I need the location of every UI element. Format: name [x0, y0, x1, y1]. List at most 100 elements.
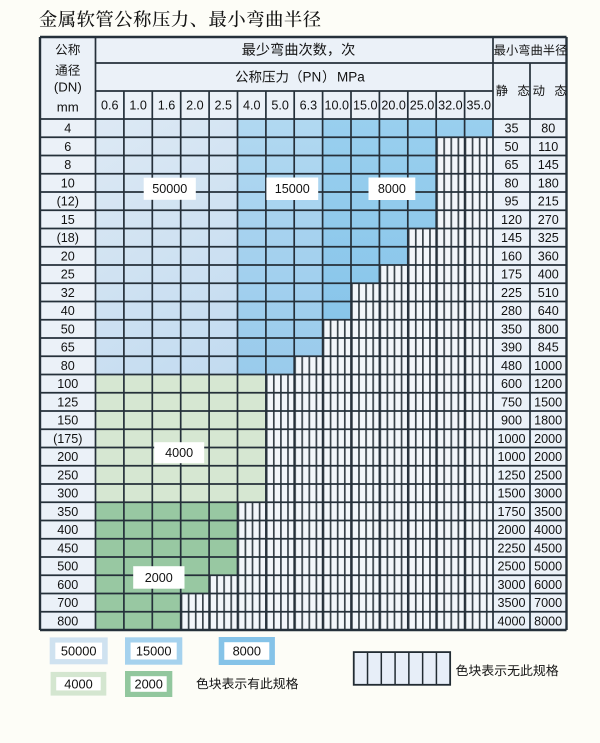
svg-text:50000: 50000	[61, 643, 97, 658]
svg-text:110: 110	[538, 140, 558, 154]
svg-text:2000: 2000	[497, 523, 525, 537]
svg-text:845: 845	[538, 341, 559, 355]
svg-text:25.0: 25.0	[410, 99, 435, 113]
svg-text:mm: mm	[57, 100, 79, 115]
svg-text:MPa: MPa	[337, 69, 365, 84]
svg-text:100: 100	[57, 377, 78, 391]
svg-text:125: 125	[57, 396, 78, 410]
svg-text:8000: 8000	[233, 644, 261, 659]
svg-text:145: 145	[501, 231, 522, 245]
svg-text:6.3: 6.3	[300, 99, 318, 113]
svg-text:15000: 15000	[136, 644, 172, 659]
svg-text:8: 8	[64, 158, 71, 172]
svg-text:450: 450	[57, 542, 78, 556]
svg-text:750: 750	[501, 396, 522, 410]
svg-text:4000: 4000	[165, 446, 193, 460]
svg-text:8000: 8000	[378, 182, 406, 196]
svg-text:150: 150	[57, 414, 78, 428]
svg-text:25: 25	[61, 268, 75, 282]
svg-text:1.6: 1.6	[158, 99, 176, 113]
svg-text:600: 600	[501, 377, 522, 391]
svg-text:6000: 6000	[534, 578, 562, 592]
svg-text:PN: PN	[303, 69, 322, 84]
svg-text:280: 280	[501, 304, 522, 318]
svg-text:8000: 8000	[534, 615, 562, 629]
svg-text:20.0: 20.0	[381, 99, 406, 113]
svg-text:80: 80	[504, 177, 518, 191]
svg-text:600: 600	[57, 578, 78, 592]
svg-text:5000: 5000	[534, 560, 562, 574]
svg-text:3000: 3000	[534, 487, 562, 501]
svg-text:80: 80	[61, 359, 75, 373]
svg-text:480: 480	[501, 359, 522, 373]
svg-text:1250: 1250	[497, 469, 525, 483]
svg-text:4: 4	[64, 122, 71, 136]
svg-text:2000: 2000	[534, 450, 562, 464]
svg-text:2.5: 2.5	[215, 99, 233, 113]
svg-text:1200: 1200	[534, 377, 562, 391]
svg-text:10: 10	[61, 177, 75, 191]
svg-text:800: 800	[57, 615, 78, 629]
svg-text:250: 250	[57, 469, 78, 483]
svg-text:400: 400	[538, 268, 559, 282]
svg-text:225: 225	[501, 286, 522, 300]
svg-text:3500: 3500	[534, 505, 562, 519]
svg-text:215: 215	[538, 195, 559, 209]
svg-text:3000: 3000	[497, 578, 525, 592]
svg-text:0.6: 0.6	[101, 99, 119, 113]
svg-text:5.0: 5.0	[271, 99, 289, 113]
svg-text:1.0: 1.0	[129, 99, 147, 113]
svg-text:15000: 15000	[275, 182, 310, 196]
svg-text:200: 200	[57, 450, 78, 464]
svg-text:65: 65	[504, 158, 518, 172]
svg-text:(DN): (DN)	[54, 79, 82, 94]
svg-text:300: 300	[57, 487, 78, 501]
svg-text:175: 175	[501, 268, 522, 282]
svg-text:2000: 2000	[145, 571, 173, 585]
svg-text:35.0: 35.0	[467, 99, 492, 113]
svg-text:4000: 4000	[534, 523, 562, 537]
svg-text:2.0: 2.0	[186, 99, 204, 113]
svg-text:50000: 50000	[152, 182, 187, 196]
svg-text:350: 350	[57, 505, 78, 519]
svg-text:10.0: 10.0	[325, 99, 350, 113]
svg-text:(175): (175)	[53, 432, 82, 446]
svg-text:(12): (12)	[57, 195, 79, 209]
svg-text:4000: 4000	[64, 676, 92, 691]
svg-text:7000: 7000	[534, 596, 562, 610]
svg-text:1750: 1750	[497, 505, 525, 519]
svg-text:(18): (18)	[57, 231, 79, 245]
svg-text:510: 510	[538, 286, 559, 300]
svg-text:6: 6	[64, 140, 71, 154]
svg-text:1800: 1800	[534, 414, 562, 428]
svg-text:32: 32	[61, 286, 75, 300]
svg-text:700: 700	[57, 596, 78, 610]
svg-text:180: 180	[538, 177, 559, 191]
svg-text:2500: 2500	[534, 469, 562, 483]
svg-text:2250: 2250	[497, 542, 525, 556]
svg-text:145: 145	[538, 158, 559, 172]
svg-text:4.0: 4.0	[243, 99, 261, 113]
svg-text:50: 50	[504, 140, 518, 154]
svg-text:900: 900	[501, 414, 522, 428]
svg-text:4500: 4500	[534, 542, 562, 556]
svg-text:1000: 1000	[534, 359, 562, 373]
svg-text:325: 325	[538, 231, 559, 245]
svg-text:1000: 1000	[497, 450, 525, 464]
svg-text:1500: 1500	[497, 487, 525, 501]
svg-text:640: 640	[538, 304, 559, 318]
svg-text:40: 40	[61, 304, 75, 318]
svg-text:65: 65	[61, 341, 75, 355]
svg-text:800: 800	[538, 323, 559, 337]
svg-text:3500: 3500	[497, 596, 525, 610]
svg-text:270: 270	[538, 213, 559, 227]
svg-text:350: 350	[501, 323, 522, 337]
svg-text:1000: 1000	[497, 432, 525, 446]
svg-text:1500: 1500	[534, 396, 562, 410]
svg-text:2500: 2500	[497, 560, 525, 574]
svg-text:120: 120	[501, 213, 522, 227]
svg-text:15.0: 15.0	[353, 99, 378, 113]
svg-text:50: 50	[61, 323, 75, 337]
svg-text:400: 400	[57, 523, 78, 537]
svg-text:4000: 4000	[497, 615, 525, 629]
